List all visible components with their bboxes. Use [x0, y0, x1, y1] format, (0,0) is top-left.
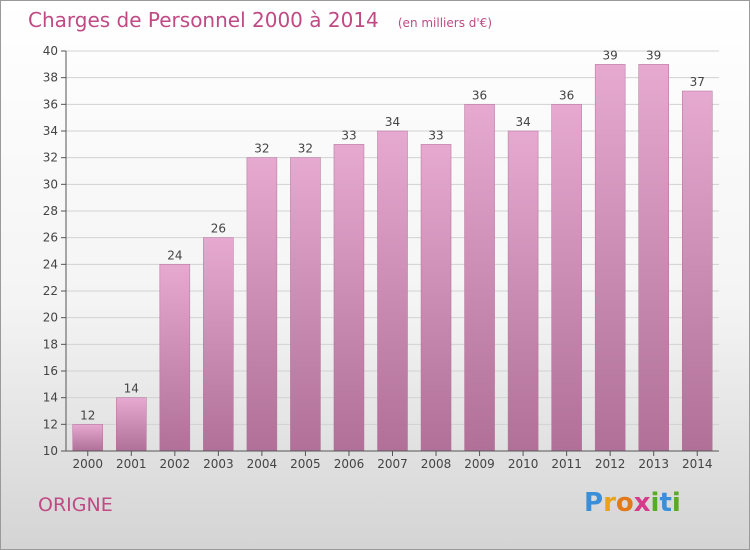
bar-value-label: 32 [298, 142, 313, 156]
bar-value-label: 33 [428, 128, 443, 142]
y-tick-label: 40 [43, 44, 58, 58]
y-tick-label: 22 [43, 284, 58, 298]
x-tick-label: 2014 [682, 457, 713, 471]
logo-letter: i [671, 488, 681, 518]
x-tick-label: 2006 [334, 457, 365, 471]
y-tick-label: 10 [43, 444, 58, 458]
y-tick-label: 18 [43, 337, 58, 351]
x-tick-label: 2008 [421, 457, 452, 471]
y-tick-label: 30 [43, 177, 58, 191]
bar [420, 144, 452, 452]
bar [638, 64, 669, 452]
x-tick-label: 2010 [508, 457, 539, 471]
proxiti-logo: Proxiti [584, 488, 681, 518]
axes [61, 50, 719, 456]
bar-value-label: 26 [211, 222, 226, 236]
x-tick-label: 2007 [377, 457, 408, 471]
y-tick-label: 16 [43, 364, 58, 378]
logo-letter: t [659, 488, 672, 518]
bar-value-label: 39 [603, 48, 618, 62]
bars [72, 64, 713, 452]
bar [551, 104, 582, 452]
y-tick-label: 24 [43, 257, 58, 271]
bar [333, 144, 365, 452]
x-tick-label: 2004 [247, 457, 278, 471]
y-tick-label: 14 [43, 391, 58, 405]
bar [246, 157, 278, 452]
bar-value-label: 14 [124, 382, 139, 396]
bar [72, 424, 104, 452]
bar-value-label: 36 [559, 88, 574, 102]
title-row: Charges de Personnel 2000 à 2014 (en mil… [28, 8, 492, 32]
chart-title: Charges de Personnel 2000 à 2014 [28, 8, 379, 32]
bar-value-label: 12 [80, 408, 95, 422]
y-tick-label: 36 [43, 97, 58, 111]
y-tick-label: 38 [43, 71, 58, 85]
chart-subtitle: (en milliers d'€) [397, 16, 492, 30]
bar [594, 64, 626, 452]
bar [290, 157, 321, 452]
bar [377, 130, 408, 452]
logo-letter: x [633, 488, 651, 518]
x-tick-label: 2001 [116, 457, 147, 471]
y-tick-label: 34 [43, 124, 58, 138]
bar-value-label: 24 [167, 248, 182, 262]
y-tick-label: 26 [43, 231, 58, 245]
bar-value-label: 32 [254, 142, 269, 156]
bar-value-label: 33 [341, 128, 356, 142]
x-tick-label: 2002 [160, 457, 191, 471]
y-tick-label: 28 [43, 204, 58, 218]
commune-name: ORIGNE [38, 494, 113, 516]
x-tick-label: 2011 [551, 457, 582, 471]
bar-value-label: 34 [385, 115, 400, 129]
x-tick-label: 2012 [595, 457, 626, 471]
bar-value-label: 34 [515, 115, 530, 129]
bar [464, 104, 495, 452]
bar-value-label: 36 [472, 88, 487, 102]
x-tick-label: 2003 [203, 457, 234, 471]
x-tick-label: 2009 [464, 457, 495, 471]
y-tick-label: 32 [43, 151, 58, 165]
bar-value-label: 37 [690, 75, 705, 89]
logo-letter: i [650, 488, 660, 518]
bar [507, 130, 539, 452]
logo-letter: r [603, 488, 616, 518]
labels: 10 12 14 16 18 20 22 24 26 28 30 32 34 36 38 40 12 2000 14… [43, 44, 713, 471]
bar-value-label: 39 [646, 48, 661, 62]
x-tick-label: 2013 [638, 457, 669, 471]
x-tick-label: 2000 [72, 457, 103, 471]
bar [116, 397, 147, 452]
logo-letter: o [615, 488, 634, 518]
y-tick-label: 12 [43, 417, 58, 431]
bar [159, 264, 191, 452]
bar [681, 90, 713, 452]
x-tick-label: 2005 [290, 457, 321, 471]
bar [203, 237, 234, 452]
y-tick-label: 20 [43, 311, 58, 325]
logo-letter: P [584, 488, 604, 518]
